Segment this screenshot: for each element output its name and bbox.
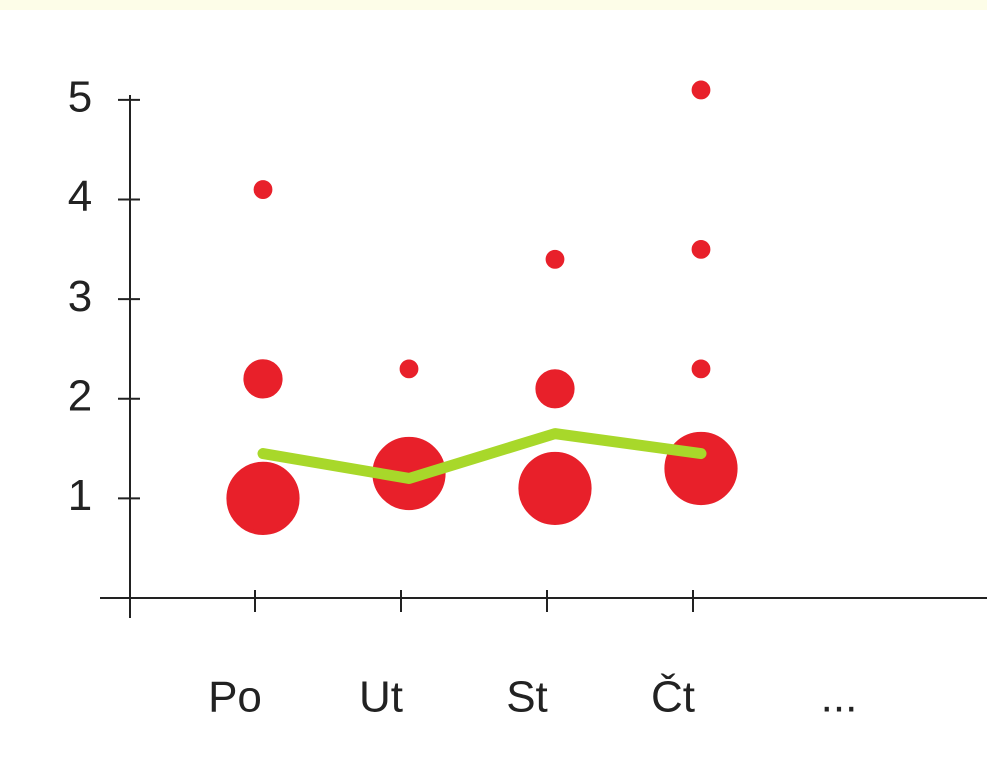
bubble: [520, 454, 589, 523]
y-tick-label: 5: [68, 73, 92, 122]
bubble: [694, 242, 709, 257]
top-strip: [0, 0, 987, 10]
page: {"chart_data": { "type": "bubble", "cate…: [0, 0, 987, 783]
bubble: [694, 361, 709, 376]
y-tick-label: 4: [68, 172, 92, 221]
bubble: [402, 361, 417, 376]
chart: 1 2 3 4 5 Po Ut St Čt...: [0, 0, 987, 783]
average-line: [263, 434, 701, 479]
bubble: [245, 361, 280, 396]
bubble: [256, 182, 271, 197]
x-tick-label: Ut: [359, 673, 403, 722]
x-tick-label: Čt: [651, 672, 695, 722]
x-tick-label: St: [506, 673, 548, 722]
y-tick-label: 2: [68, 371, 92, 420]
bubble: [548, 252, 563, 267]
bubble: [537, 371, 572, 406]
y-tick-label: 1: [68, 471, 92, 520]
bubble: [228, 464, 297, 533]
x-tick-label: ...: [821, 673, 858, 722]
x-tick-label: Po: [208, 673, 262, 722]
bubble: [694, 83, 709, 98]
y-tick-label: 3: [68, 272, 92, 321]
bubble: [666, 434, 735, 503]
